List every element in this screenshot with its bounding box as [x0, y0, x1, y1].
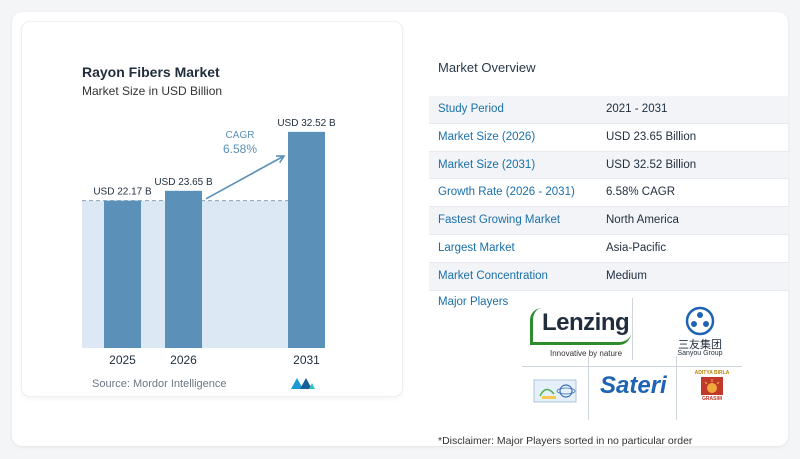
overview-row: Study Period 2021 - 2031	[429, 96, 789, 124]
bar-2026	[165, 190, 202, 348]
grasim-logo: ADITYA BIRLA GRASIM	[692, 370, 732, 414]
sanyou-logo: 三友集团 Sanyou Group	[664, 304, 736, 364]
overview-row: Market Size (2026) USD 23.65 Billion	[429, 124, 789, 152]
overview-value: USD 32.52 Billion	[606, 158, 697, 171]
overview-value: 6.58% CAGR	[606, 186, 676, 199]
overview-label: Largest Market	[438, 241, 515, 254]
grid-divider	[522, 366, 742, 367]
overview-value: Medium	[606, 269, 647, 282]
overview-label: Fastest Growing Market	[438, 214, 561, 227]
x-tick-label: 2031	[293, 353, 320, 367]
mordor-logo-icon	[291, 378, 315, 389]
overview-value: 2021 - 2031	[606, 103, 668, 115]
bar-2025	[104, 200, 141, 348]
lenzing-frame	[530, 308, 631, 345]
overview-row: Growth Rate (2026 - 2031) 6.58% CAGR	[429, 179, 789, 208]
grid-divider	[676, 356, 677, 420]
chart-title: Rayon Fibers Market	[82, 64, 220, 80]
nanyang-emblem-icon	[533, 379, 577, 403]
overview-value: Asia-Pacific	[606, 241, 667, 254]
sanyou-english-name: Sanyou Group	[677, 350, 723, 357]
lenzing-logo: Lenzing Innovative by nature	[528, 306, 632, 362]
major-players-label: Major Players	[438, 296, 509, 308]
sanyou-chinese-name: 三友集团	[678, 339, 722, 351]
lenzing-wordmark: Lenzing	[542, 309, 630, 336]
overview-value: North America	[606, 214, 679, 227]
sanyou-emblem-icon	[685, 306, 715, 336]
cagr-arrowhead-icon	[275, 155, 286, 164]
overview-value: USD 23.65 Billion	[606, 130, 697, 143]
overview-label: Growth Rate (2026 - 2031)	[438, 186, 575, 199]
grasim-group-name: ADITYA BIRLA	[694, 370, 730, 376]
x-tick-label: 2025	[109, 353, 136, 367]
grasim-name: GRASIM	[702, 396, 722, 402]
overview-label: Market Concentration	[438, 269, 548, 282]
overview-row: Fastest Growing Market North America	[429, 207, 789, 235]
infographic-card: Rayon Fibers Market Market Size in USD B…	[12, 12, 789, 447]
overview-row: Market Size (2031) USD 32.52 Billion	[429, 151, 789, 180]
bar-value-label: USD 22.17 B	[93, 187, 152, 198]
sateri-logo: Sateri	[600, 372, 667, 399]
overview-label: Market Size (2026)	[438, 130, 536, 143]
bar-value-label: USD 32.52 B	[277, 118, 336, 129]
x-tick-label: 2026	[170, 353, 197, 367]
overview-table: Study Period 2021 - 2031 Market Size (20…	[429, 96, 789, 291]
overview-label: Market Size (2031)	[438, 158, 536, 171]
overview-row: Market Concentration Medium	[429, 262, 789, 291]
bar-value-label: USD 23.65 B	[154, 177, 213, 188]
chart-subtitle: Market Size in USD Billion	[82, 84, 223, 98]
overview-title: Market Overview	[438, 60, 536, 75]
cagr-value: 6.58%	[223, 142, 257, 156]
cagr-arrow	[205, 155, 285, 200]
grid-divider	[588, 356, 589, 420]
cagr-label: CAGR	[226, 130, 255, 141]
major-players-grid: Lenzing Innovative by nature 三友集团 Sanyou…	[522, 298, 742, 420]
lenzing-tagline: Innovative by nature	[550, 349, 623, 358]
grasim-sun-icon	[701, 377, 723, 395]
bar-2031	[288, 131, 325, 348]
disclaimer-note: *Disclaimer: Major Players sorted in no …	[438, 435, 693, 447]
grid-divider	[632, 298, 633, 360]
overview-label: Study Period	[438, 103, 504, 115]
source-note: Source: Mordor Intelligence	[92, 378, 227, 390]
overview-row: Largest Market Asia-Pacific	[429, 235, 789, 263]
